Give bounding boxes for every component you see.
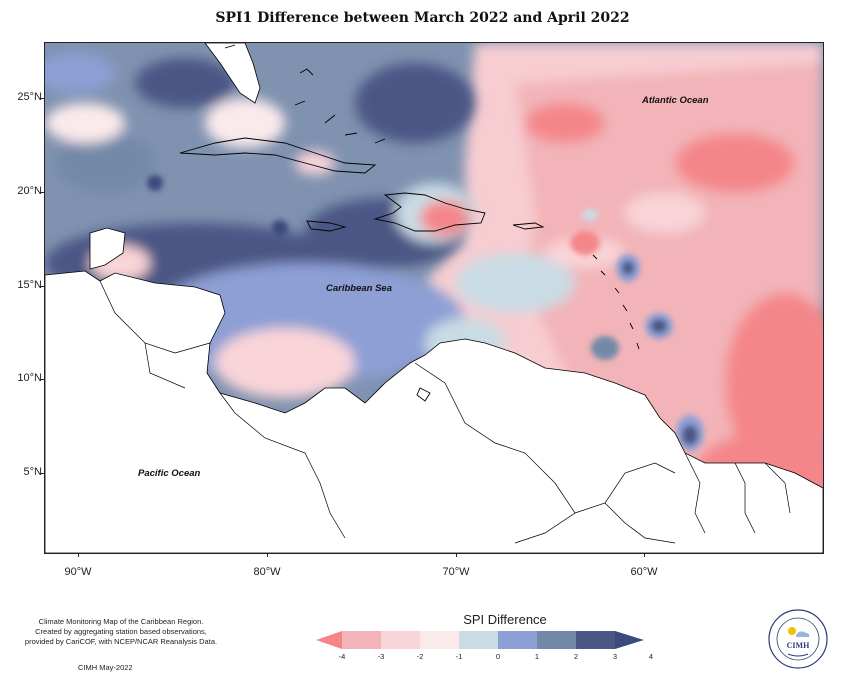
lat-label-15n: 15°N [17, 279, 42, 291]
legend-tick-label: -2 [416, 652, 424, 661]
legend-swatch-gt-4 [615, 631, 644, 649]
lat-label-20n: 20°N [17, 185, 42, 197]
legend-colorbar [316, 630, 686, 655]
legend-swatch-2-3 [537, 631, 576, 649]
lat-tick [40, 98, 44, 99]
lat-label-5n: 5°N [23, 466, 42, 478]
ocean-label-atlantic: Atlantic Ocean [641, 95, 709, 106]
legend-tick-label: 0 [495, 652, 501, 661]
border [604, 502, 676, 544]
border [734, 462, 756, 534]
ocean-label-pacific: Pacific Ocean [138, 468, 201, 479]
lat-tick [40, 379, 44, 380]
lon-tick [644, 553, 645, 557]
border [764, 462, 791, 514]
sun-icon [788, 627, 796, 635]
lon-label-70w: 70°W [442, 566, 470, 578]
cimh-logo-icon: CIMH [768, 609, 828, 669]
legend-tick-label: 2 [573, 652, 579, 661]
legend-tick-label: 4 [648, 652, 654, 661]
credit-line-2: Created by aggregating station based obs… [35, 627, 207, 636]
legend-swatch-1-2 [498, 631, 537, 649]
island-cuba [179, 137, 377, 174]
land-south-central-america [45, 270, 823, 553]
land-florida [204, 43, 261, 104]
island-bahamas [224, 44, 386, 144]
border [684, 452, 706, 534]
legend-tick-label: 3 [612, 652, 618, 661]
lon-tick [267, 553, 268, 557]
lon-tick [78, 553, 79, 557]
legend-tick-label: -1 [455, 652, 463, 661]
logo-text: CIMH [787, 641, 810, 650]
lat-tick [40, 286, 44, 287]
island-hispaniola [373, 192, 486, 232]
island-puerto-rico [512, 222, 545, 230]
legend-swatch-lt-m3 [316, 631, 342, 649]
legend-swatch-0-1 [459, 631, 498, 649]
legend-swatch-m3-m2 [342, 631, 381, 649]
lon-label-60w: 60°W [630, 566, 658, 578]
map-title: SPI1 Difference between March 2022 and A… [215, 10, 630, 26]
credit-text: Climate Monitoring Map of the Caribbean … [16, 617, 226, 647]
spi-map-canvas: Atlantic Ocean Caribbean Sea Pacific Oce… [45, 43, 823, 553]
lon-label-90w: 90°W [64, 566, 92, 578]
land-yucatan [89, 227, 126, 270]
credit-line-1: Climate Monitoring Map of the Caribbean … [38, 617, 204, 626]
lon-label-80w: 80°W [253, 566, 281, 578]
island-jamaica [306, 220, 347, 232]
legend-tick-label: -4 [338, 652, 346, 661]
credit-line-3: provided by CariCOF, with NCEP/NCAR Rean… [24, 637, 218, 646]
islands [179, 44, 640, 402]
border [144, 342, 186, 389]
border [219, 392, 346, 539]
spi-map: Atlantic Ocean Caribbean Sea Pacific Oce… [44, 42, 824, 554]
legend-title: SPI Difference [463, 612, 547, 627]
cloud-icon [796, 631, 810, 637]
legend-colorbar-svg [316, 631, 644, 649]
border [574, 462, 676, 514]
cimh-logo-svg: CIMH [768, 609, 828, 669]
legend-swatch-3-4 [576, 631, 615, 649]
lat-tick [40, 192, 44, 193]
lon-tick [456, 553, 457, 557]
lat-tick [40, 473, 44, 474]
island-lesser-antilles [592, 254, 640, 350]
border [414, 362, 576, 544]
island-abc [416, 387, 431, 402]
lat-label-10n: 10°N [17, 372, 42, 384]
legend-tick-label: -3 [377, 652, 385, 661]
legend-swatch-m2-m1 [381, 631, 420, 649]
legend-tick-label: 1 [534, 652, 540, 661]
land-masses [45, 43, 823, 553]
ocean-label-caribbean: Caribbean Sea [326, 283, 392, 294]
legend-swatch-m1-0 [420, 631, 459, 649]
country-borders [99, 280, 791, 544]
credit-date: CIMH May-2022 [78, 663, 133, 672]
lat-label-25n: 25°N [17, 91, 42, 103]
